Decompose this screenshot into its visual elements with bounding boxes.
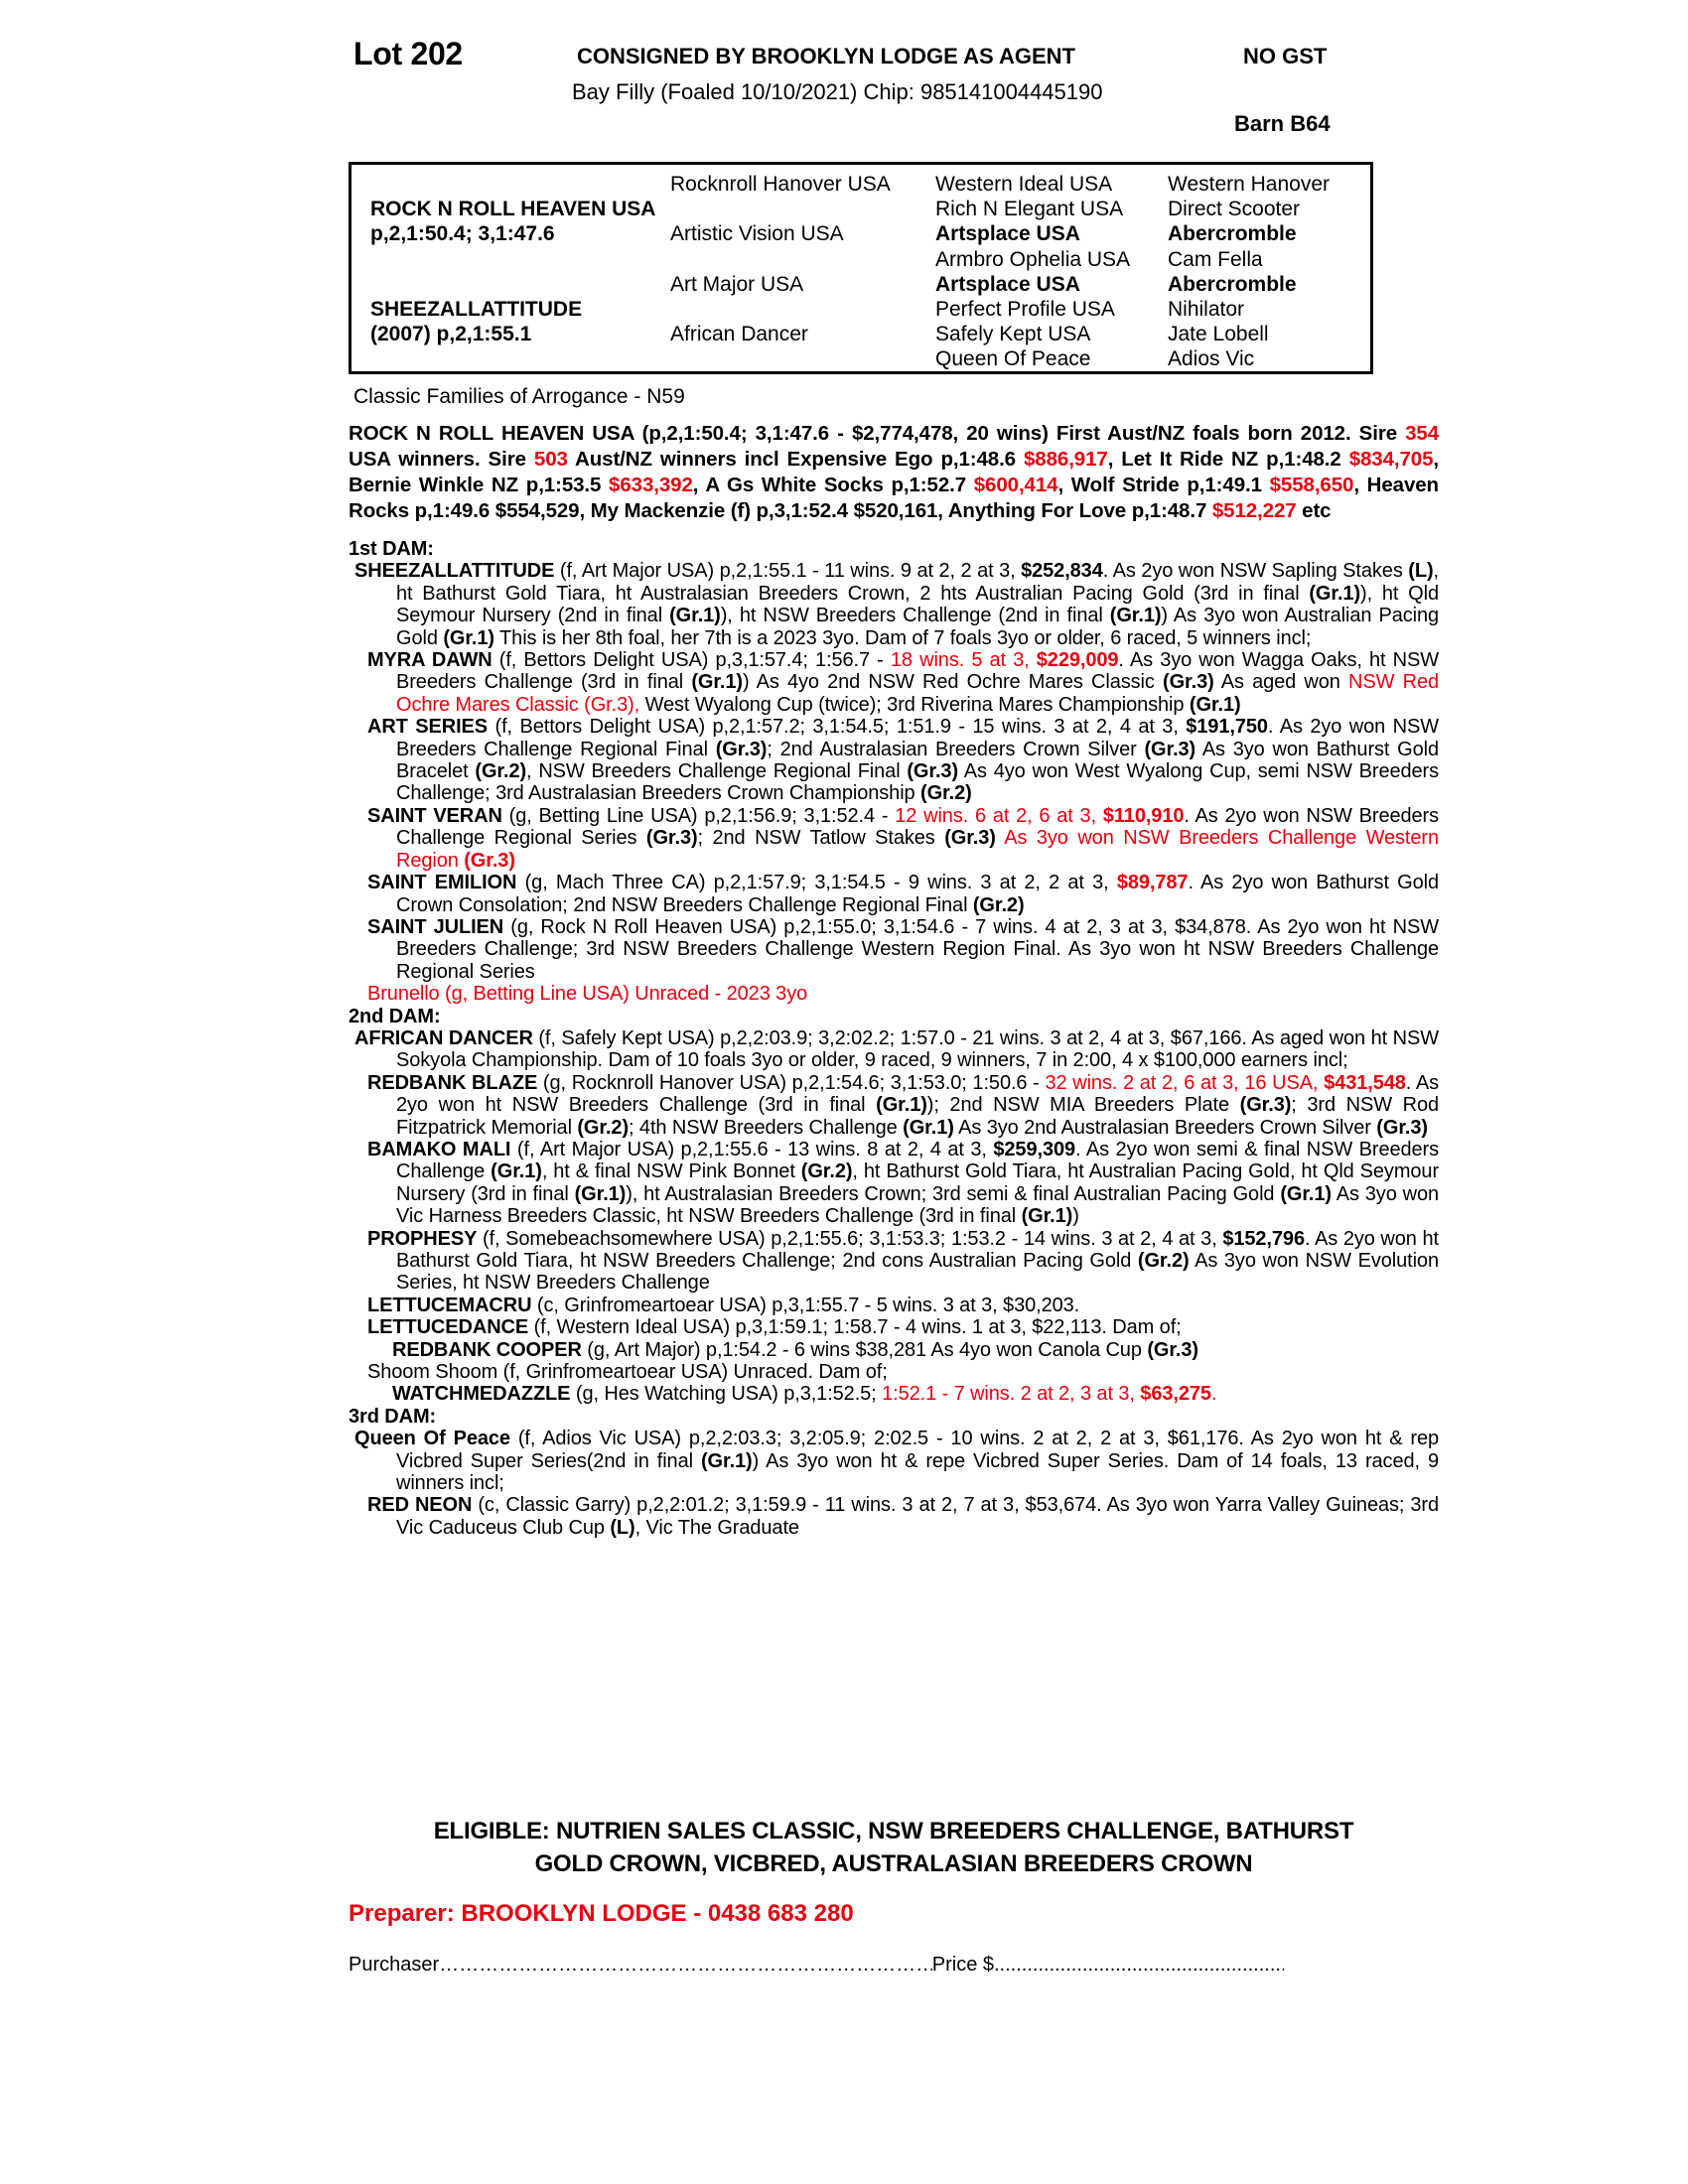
pedigree-table: Rocknroll Hanover USA Western Ideal USA We…: [349, 162, 1373, 374]
pedigree-cell: Artsplace USA: [935, 222, 1080, 246]
preparer-line: Preparer: BROOKLYN LODGE - 0438 683 280: [349, 1900, 854, 1927]
entry-queen-of-peace: Queen Of Peace (f, Adios Vic USA) p,2,2:…: [354, 1428, 1439, 1495]
pedigree-cell: Direct Scooter: [1168, 198, 1301, 221]
pedigree-cell: Rich N Elegant USA: [935, 198, 1124, 221]
lot-number: Lot 202: [353, 36, 463, 71]
pedigree-cell: Western Ideal USA: [935, 173, 1113, 197]
pedigree-row: SHEEZALLATTITUDE Perfect Profile USA Nihil…: [370, 297, 1370, 322]
entry-redbank-blaze: REDBANK BLAZE (g, Rocknroll Hanover USA)…: [367, 1071, 1440, 1139]
dam2-heading: 2nd DAM:: [349, 1005, 441, 1027]
pedigree-cell: Rocknroll Hanover USA: [670, 173, 891, 197]
horse-description: Bay Filly (Foaled 10/10/2021) Chip: 9851…: [572, 79, 1103, 104]
pedigree-cell: Cam Fella: [1168, 247, 1263, 271]
entry-lettucemacru: LETTUCEMACRU (c, Grinfromeartoear USA) p…: [367, 1294, 1080, 1316]
entry-bamako-mali: BAMAKO MALI (f, Art Major USA) p,2,1:55.…: [367, 1138, 1440, 1228]
entry-red-neon: RED NEON (c, Classic Garry) p,2,2:01.2; …: [367, 1494, 1439, 1539]
pedigree-cell: Abercromble: [1168, 222, 1297, 246]
purchaser-label: Purchaser: [349, 1954, 440, 1976]
entry-saint-julien: SAINT JULIEN (g, Rock N Roll Heaven USA)…: [367, 915, 1439, 983]
pedigree-cell: Adios Vic: [1168, 347, 1255, 371]
purchase-line: Purchaser……………………………………………………………………………………: [349, 1954, 1284, 1977]
pedigree-cell: Artsplace USA: [935, 272, 1080, 296]
pedigree-cell: SHEEZALLATTITUDE: [370, 298, 583, 322]
entry-prophesy: PROPHESY (f, Somebeachsomewhere USA) p,2…: [367, 1227, 1439, 1295]
pedigree-row: Queen Of Peace Adios Vic: [370, 346, 1370, 371]
purchaser-dotted-line: ……………………………………………………………………………………..: [439, 1954, 932, 1976]
pedigree-row: ROCK N ROLL HEAVEN USA Rich N Elegant USA…: [370, 197, 1370, 221]
entry-lettucedance: LETTUCEDANCE (f, Western Ideal USA) p,3,…: [367, 1316, 1182, 1339]
pedigree-cell: Art Major USA: [670, 272, 804, 296]
pedigree-cell: Abercromble: [1168, 272, 1297, 296]
pedigree-cell: Armbro Ophelia USA: [935, 247, 1131, 271]
consignor-title: CONSIGNED BY BROOKLYN LODGE AS AGENT: [577, 44, 1075, 68]
pedigree-row: Armbro Ophelia USA Cam Fella: [370, 247, 1370, 272]
pedigree-cell: Safely Kept USA: [935, 323, 1091, 346]
entry-art-series: ART SERIES (f, Bettors Delight USA) p,2,…: [367, 716, 1440, 805]
pedigree-cell: Nihilator: [1168, 298, 1245, 322]
pedigree-row: (2007) p,2,1:55.1 African Dancer Safely Ke…: [370, 322, 1370, 346]
pedigree-cell: ROCK N ROLL HEAVEN USA: [370, 198, 656, 221]
gst-status: NO GST: [1243, 44, 1328, 68]
pedigree-cell: Queen Of Peace: [935, 347, 1091, 371]
dam1-heading: 1st DAM:: [349, 538, 434, 560]
pedigree-text: ROCK N ROLL HEAVEN USA (p,2,1:50.4; 3,1:…: [349, 421, 1439, 1539]
sire-summary: ROCK N ROLL HEAVEN USA (p,2,1:50.4; 3,1:…: [349, 422, 1440, 522]
entry-redbank-cooper: REDBANK COOPER (g, Art Major) p,1:54.2 -…: [392, 1338, 1198, 1361]
entry-sheezallattitude: SHEEZALLATTITUDE (f, Art Major USA) p,2,…: [354, 560, 1440, 649]
barn-number: Barn B64: [1234, 111, 1331, 136]
pedigree-cell: African Dancer: [670, 323, 808, 346]
family-note: Classic Families of Arrogance - N59: [353, 385, 685, 408]
pedigree-cell: Western Hanover: [1168, 173, 1331, 197]
pedigree-cell: p,2,1:50.4; 3,1:47.6: [370, 222, 555, 246]
pedigree-cell: Jate Lobell: [1168, 323, 1269, 346]
pedigree-cell: Artistic Vision USA: [670, 222, 844, 246]
entry-watchmedazzle: WATCHMEDAZZLE (g, Hes Watching USA) p,3,…: [392, 1383, 1217, 1406]
dam3-heading: 3rd DAM:: [349, 1405, 437, 1428]
entry-brunello: Brunello (g, Betting Line USA) Unraced -…: [367, 983, 808, 1006]
entry-shoom-shoom: Shoom Shoom (f, Grinfromeartoear USA) Un…: [367, 1361, 888, 1384]
pedigree-cell: Perfect Profile USA: [935, 298, 1115, 322]
price-label: Price $: [931, 1954, 994, 1976]
entry-saint-veran: SAINT VERAN (g, Betting Line USA) p,2,1:…: [367, 804, 1439, 872]
pedigree-cell: (2007) p,2,1:55.1: [370, 323, 532, 346]
entry-myra-dawn: MYRA DAWN (f, Bettors Delight USA) p,3,1…: [367, 649, 1440, 716]
entry-saint-emilion: SAINT EMILION (g, Mach Three CA) p,2,1:5…: [367, 872, 1439, 916]
eligibility-statement: ELIGIBLE: NUTRIEN SALES CLASSIC, NSW BRE…: [433, 1818, 1354, 1877]
pedigree-row: Rocknroll Hanover USA Western Ideal USA We…: [370, 172, 1370, 197]
entry-african-dancer: AFRICAN DANCER (f, Safely Kept USA) p,2,…: [354, 1026, 1439, 1072]
pedigree-row: p,2,1:50.4; 3,1:47.6 Artistic Vision USA A…: [370, 221, 1370, 246]
pedigree-row: Art Major USA Artsplace USA Abercromble: [370, 272, 1370, 297]
price-dotted-line: ........................................…: [994, 1954, 1284, 1976]
